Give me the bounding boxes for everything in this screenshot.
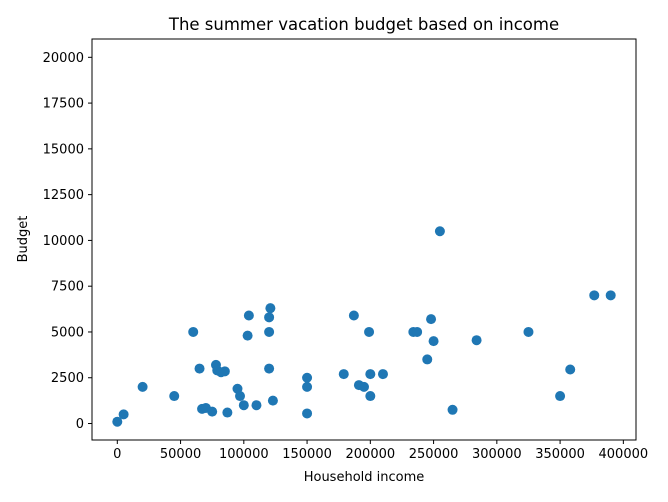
y-tick-label: 0 (76, 417, 84, 432)
data-point (523, 326, 534, 337)
data-point (348, 310, 359, 321)
data-point (194, 363, 205, 374)
data-point (242, 330, 253, 341)
y-tick-label: 2500 (51, 371, 84, 386)
data-point (251, 400, 262, 411)
y-tick-label: 15000 (43, 142, 84, 157)
data-point (235, 391, 246, 402)
y-tick-label: 10000 (43, 234, 84, 249)
data-point (589, 290, 600, 301)
chart-title: The summer vacation budget based on inco… (168, 15, 559, 34)
data-point (377, 369, 388, 380)
data-point (264, 312, 275, 323)
data-point (338, 369, 349, 380)
data-point (471, 335, 482, 346)
data-point (434, 226, 445, 237)
x-tick-label: 300000 (472, 447, 522, 462)
x-axis-label: Household income (304, 470, 425, 485)
y-tick-label: 20000 (43, 51, 84, 66)
data-point (447, 404, 458, 415)
x-tick-label: 50000 (160, 447, 201, 462)
y-axis: 0 2500 5000 7500 10000 12500 15000 17500 20000 (43, 51, 92, 432)
data-point (238, 400, 249, 411)
y-tick-label: 12500 (43, 188, 84, 203)
data-point (302, 408, 313, 419)
x-tick-label: 200000 (346, 447, 396, 462)
x-tick-label: 100000 (219, 447, 269, 462)
data-point (565, 364, 576, 375)
data-point (422, 354, 433, 365)
data-point (137, 381, 148, 392)
data-point (267, 395, 278, 406)
data-point (412, 326, 423, 337)
data-point (302, 381, 313, 392)
x-axis: 0 50000 100000 150000 200000 250000 300000 3500… (113, 440, 648, 462)
data-point (426, 314, 437, 325)
y-tick-label: 17500 (43, 97, 84, 112)
data-point (222, 407, 233, 418)
data-point (264, 363, 275, 374)
data-point (243, 310, 254, 321)
data-point (359, 381, 369, 392)
data-point (364, 326, 375, 337)
data-point (207, 406, 218, 417)
y-axis-label: Budget (16, 216, 31, 263)
data-point (555, 391, 566, 402)
x-tick-label: 0 (113, 447, 121, 462)
x-tick-label: 350000 (535, 447, 585, 462)
data-point (188, 326, 199, 337)
data-point (169, 391, 180, 402)
x-tick-label: 400000 (599, 447, 649, 462)
y-tick-label: 7500 (51, 280, 84, 295)
data-point (118, 409, 129, 420)
data-point (365, 369, 376, 380)
y-tick-label: 5000 (51, 325, 84, 340)
data-point (302, 372, 313, 383)
x-tick-label: 250000 (409, 447, 459, 462)
data-point (264, 326, 275, 337)
data-point (428, 336, 439, 347)
data-point (605, 290, 616, 301)
data-point (219, 366, 230, 377)
plot-frame (91, 38, 637, 441)
data-point (365, 391, 376, 402)
data-point (265, 303, 276, 314)
data-points (112, 226, 616, 427)
x-tick-label: 150000 (282, 447, 332, 462)
data-point (112, 416, 123, 427)
